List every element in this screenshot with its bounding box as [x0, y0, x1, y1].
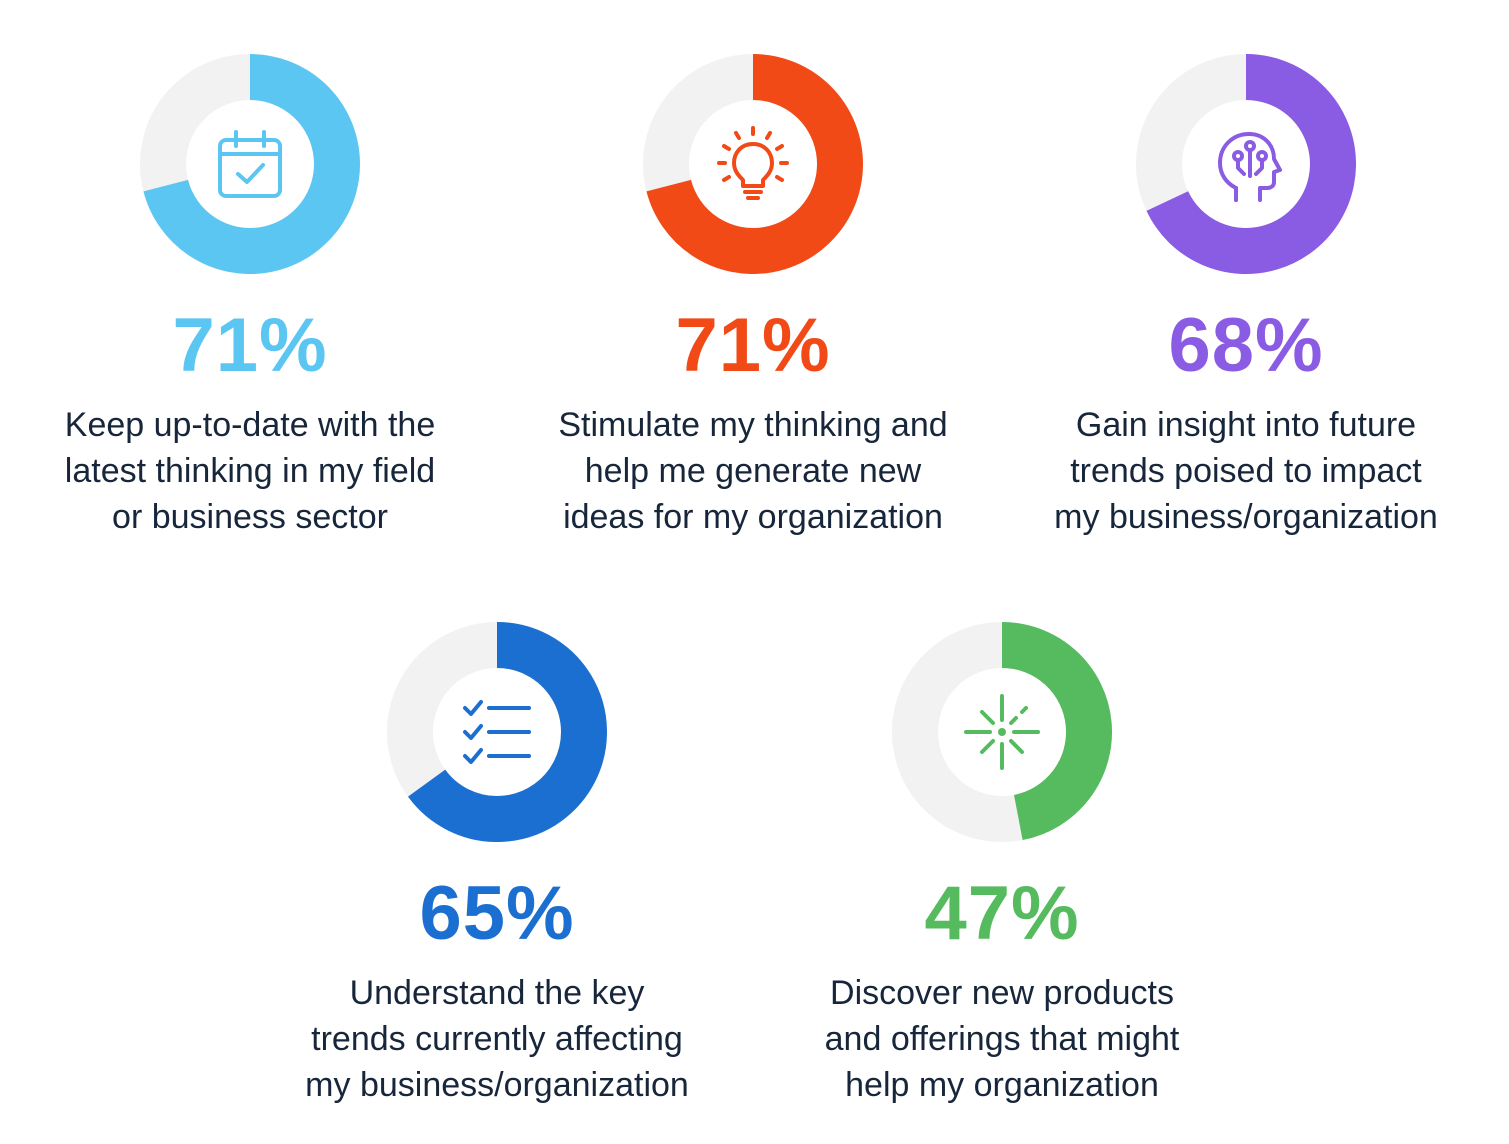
sparkle-burst-icon: [958, 688, 1046, 776]
donut-chart: [1136, 54, 1356, 274]
description-line: Keep up-to-date with the: [64, 406, 436, 444]
donut-slice: [143, 54, 360, 274]
stat-percentage: 65%: [419, 871, 575, 956]
stat-description: Understand the key trends currently affe…: [267, 970, 727, 1108]
description-line: Stimulate my thinking and: [558, 406, 948, 444]
donut-slice: [646, 54, 863, 274]
stat-percentage: 71%: [675, 303, 831, 388]
description-line: my business/organization: [305, 1066, 689, 1104]
donut-svg: [892, 622, 1112, 842]
stat-description: Keep up-to-date with the latest thinking…: [20, 402, 480, 540]
donut-svg: [1136, 54, 1356, 274]
checklist-icon: [453, 688, 541, 776]
donut-chart: [140, 54, 360, 274]
description-line: my business/organization: [1054, 498, 1438, 536]
description-line: latest thinking in my field: [64, 452, 436, 490]
donut-chart: [643, 54, 863, 274]
description-line: ideas for my organization: [563, 498, 943, 536]
donut-slice: [1001, 622, 1112, 841]
description-line: Understand the key: [349, 974, 645, 1012]
description-line: help my organization: [845, 1066, 1159, 1104]
description-line: Gain insight into future: [1075, 406, 1417, 444]
stat-percentage: 71%: [172, 303, 328, 388]
description-line: Discover new products: [830, 974, 1174, 1012]
donut-chart: [892, 622, 1112, 842]
stat-percentage: 68%: [1168, 303, 1324, 388]
donut-svg: [140, 54, 360, 274]
description-line: or business sector: [112, 498, 388, 536]
donut-svg: [643, 54, 863, 274]
description-line: trends currently affecting: [311, 1020, 683, 1058]
donut-slice: [408, 622, 607, 842]
calendar-check-icon: [206, 120, 294, 208]
donut-slice: [1146, 54, 1356, 274]
brain-circuit-icon: [1202, 120, 1290, 208]
donut-svg: [387, 622, 607, 842]
stat-percentage: 47%: [924, 871, 1080, 956]
stat-description: Gain insight into future trends poised t…: [1016, 402, 1476, 540]
description-line: trends poised to impact: [1070, 452, 1422, 490]
donut-chart: [387, 622, 607, 842]
description-line: help me generate new: [584, 452, 922, 490]
stat-description: Stimulate my thinking and help me genera…: [523, 402, 983, 540]
description-line: and offerings that might: [824, 1020, 1180, 1058]
lightbulb-icon: [709, 120, 797, 208]
stat-description: Discover new products and offerings that…: [772, 970, 1232, 1108]
